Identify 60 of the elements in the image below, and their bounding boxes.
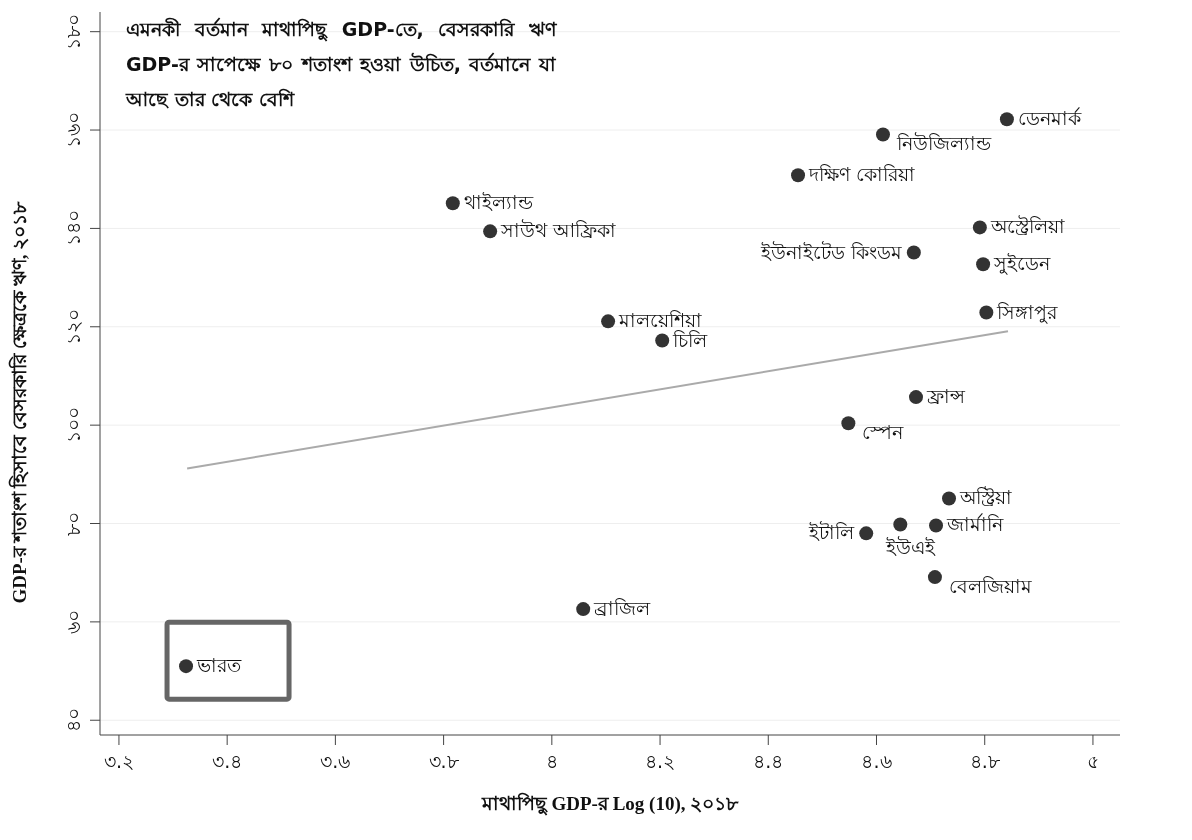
point [859, 526, 874, 541]
annotation: ইটালি [808, 521, 856, 544]
annotation: সুইডেন [993, 252, 1052, 276]
point [976, 257, 991, 272]
y-tick-label: ১০০ [62, 407, 84, 444]
point [841, 416, 856, 431]
annotation: চিলি [672, 328, 709, 351]
annotation: অস্ট্রেলিয়া [989, 215, 1065, 238]
point [576, 602, 591, 617]
x-tick-label: ৩.৮ [428, 750, 460, 773]
annotation: দক্ষিণ কোরিয়া [808, 163, 916, 186]
x-tick-label: ৪.৪ [753, 750, 784, 773]
point [906, 245, 921, 260]
annotation: ইউএই [884, 536, 936, 559]
annotation: সাউথ আফ্রিকা [500, 219, 617, 242]
x-tick-label: ৪.২ [645, 750, 676, 773]
annotation: জার্মানি [946, 513, 1005, 536]
point [601, 314, 616, 329]
annotation: স্পেন [862, 421, 905, 444]
point [791, 168, 806, 183]
annotation: নিউজিল্যান্ড [895, 132, 992, 155]
annotation: ভারত [196, 654, 243, 677]
annotation: ফ্রান্স [926, 385, 966, 408]
text: এমনকী বর্তমান মাথাপিছু GDP-তে, বেসরকারি ঋণ GDP-র সাপেক্ষে ৮০ শতাংশ হওয়া উচিত, বর্তমানে যা আছে তার থেকে বেশি [126, 16, 556, 112]
y-tick-label: ১৮০ [62, 13, 84, 50]
y-tick-label: ১৪০ [62, 210, 84, 247]
point [979, 305, 994, 320]
point [942, 491, 957, 506]
y-tick-label: ১৬০ [62, 112, 84, 149]
x-tick-label: ৪.৮ [969, 750, 1001, 773]
point [893, 517, 908, 532]
annotation: ইউনাইটেড কিংডম [759, 240, 902, 263]
annotation: ডেনমার্ক [1017, 107, 1082, 130]
point [927, 570, 942, 585]
point [655, 333, 670, 348]
x-tick-label: ৩.৪ [212, 750, 243, 773]
y-tick-label: ৮০ [62, 511, 84, 536]
annotation: সিঙ্গাপুর [996, 300, 1059, 324]
annotation: বেলজিয়াম [948, 575, 1032, 598]
point [445, 196, 460, 211]
x-tick-label: ৪.৬ [861, 750, 892, 773]
annotation: ব্রাজিল [593, 597, 652, 620]
point [909, 390, 923, 405]
x-axis-title: মাথাপিছু GDP-র Log (10), ২০১৮ [480, 792, 740, 816]
annotation: অস্ট্রিয়া [959, 486, 1013, 509]
point [483, 224, 498, 239]
x-tick-label: ৫ [1086, 750, 1099, 773]
x-tick-label: ৩.২ [103, 750, 134, 773]
x-tick-label: ৩.৬ [320, 750, 351, 773]
annotation: থাইল্যান্ড [463, 191, 534, 214]
y-axis-title: GDP-র শতাংশ হিসাবে বেসরকারি ক্ষেত্রকে ঋণ, ২০১৮ [7, 200, 30, 604]
point [929, 518, 944, 533]
point [972, 220, 987, 235]
point [179, 659, 194, 674]
y-tick-label: ১২০ [62, 308, 84, 345]
point [999, 112, 1014, 127]
point [875, 127, 890, 142]
x-tick-label: ৪ [545, 750, 558, 773]
y-tick-label: ৪০ [62, 708, 84, 733]
y-tick-label: ৬০ [62, 609, 84, 634]
